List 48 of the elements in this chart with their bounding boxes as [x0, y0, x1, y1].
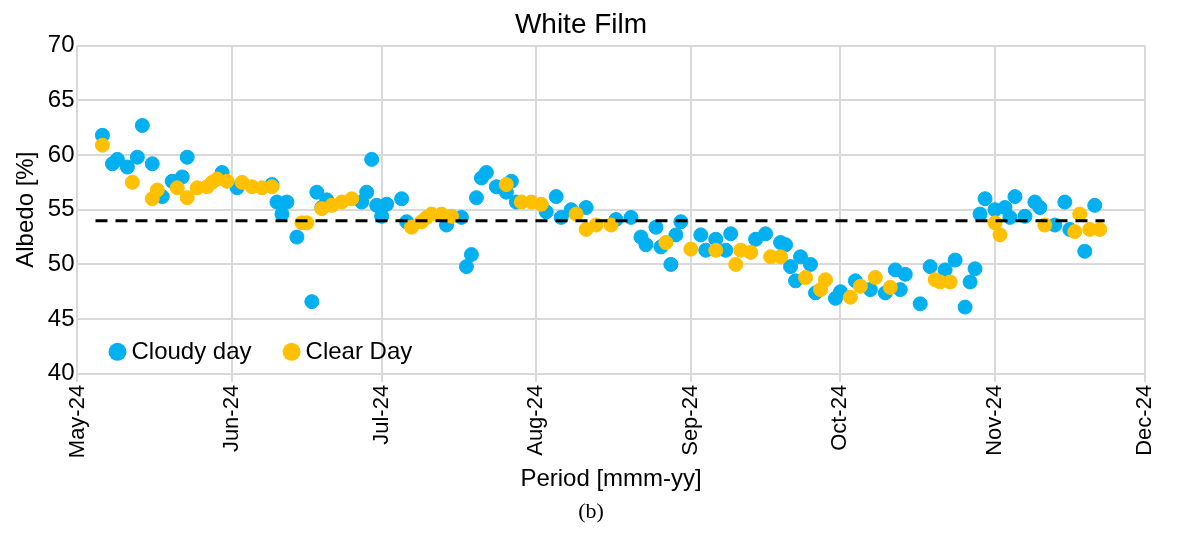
x-tick-label: Nov-24	[981, 384, 1007, 456]
point	[882, 279, 898, 295]
point	[817, 272, 833, 288]
point	[842, 289, 858, 305]
point	[568, 206, 584, 222]
point	[773, 249, 789, 265]
point	[708, 242, 724, 258]
x-axis-title: Period [mmm-yy]	[520, 464, 702, 492]
legend-label: Clear Day	[305, 337, 413, 365]
x-tick-label: May-24	[63, 384, 89, 459]
point	[149, 182, 165, 198]
legend-label: Cloudy day	[131, 337, 252, 365]
point	[179, 190, 195, 206]
point	[658, 235, 674, 251]
point	[743, 244, 759, 260]
point	[124, 174, 140, 190]
point	[344, 191, 360, 207]
point	[498, 177, 514, 193]
x-tick-label: Jul-24	[367, 384, 393, 445]
y-tick-label: 65	[47, 84, 75, 112]
chart-title: White Film	[514, 7, 648, 39]
y-tick-label: 45	[47, 303, 75, 331]
y-tick-label: 50	[47, 249, 75, 277]
y-tick-label: 40	[47, 358, 75, 386]
point	[169, 180, 185, 196]
point	[798, 270, 814, 286]
x-tick-label: Sep-24	[676, 384, 702, 456]
x-tick-label: Jun-24	[218, 384, 244, 453]
text: (b)	[577, 498, 605, 524]
point	[533, 196, 549, 212]
point	[728, 256, 744, 272]
y-tick-label: 55	[47, 194, 75, 222]
point	[94, 137, 110, 153]
x-tick-label: Dec-24	[1130, 384, 1156, 456]
point	[867, 270, 883, 286]
point	[1092, 221, 1108, 237]
x-tick-label: Oct-24	[826, 384, 852, 451]
x-tick-label: Aug-24	[522, 384, 548, 456]
point	[603, 217, 619, 233]
point	[1072, 206, 1088, 222]
y-tick-label: 60	[47, 139, 75, 167]
y-tick-label: 70	[47, 30, 75, 58]
point	[1067, 224, 1083, 240]
point	[219, 173, 235, 189]
point	[852, 278, 868, 294]
point	[992, 227, 1008, 243]
point	[683, 241, 699, 257]
y-axis-title: Albedo [%]	[11, 151, 39, 268]
